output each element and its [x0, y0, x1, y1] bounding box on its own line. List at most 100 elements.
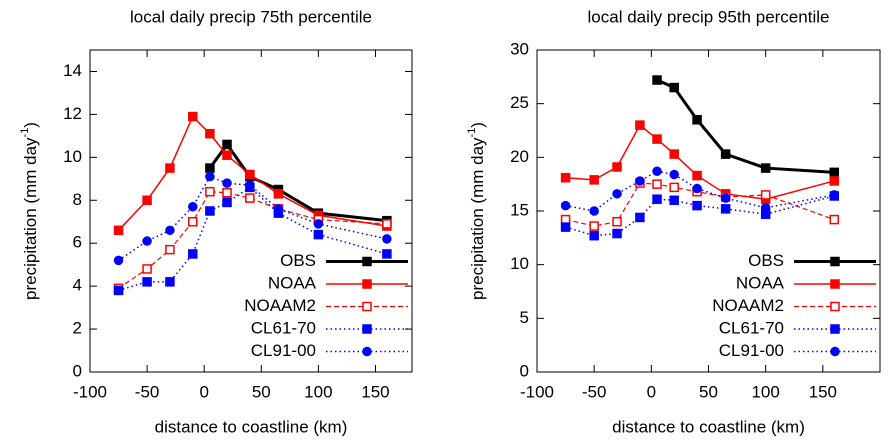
series-line [118, 115, 387, 231]
legend-label: NOAA [736, 273, 785, 292]
legend-marker [362, 279, 372, 289]
legend-marker [362, 346, 372, 357]
x-axis-label: distance to coastline (km) [612, 417, 805, 436]
data-point [635, 212, 645, 223]
data-point [222, 150, 232, 160]
series-line [565, 195, 835, 237]
y-tick-label: 12 [63, 104, 82, 123]
series-line [565, 182, 835, 227]
data-point [313, 219, 324, 229]
y-label-text: precipitation (mm day [468, 137, 487, 300]
data-point [245, 169, 255, 180]
data-point [205, 128, 215, 139]
y-label-text: precipitation (mm day [21, 137, 40, 300]
data-point [589, 230, 599, 241]
legend-label: CL61-70 [251, 318, 316, 337]
data-point [560, 222, 571, 232]
data-point [760, 190, 771, 200]
data-point [720, 204, 731, 214]
y-label-suffix: ) [21, 122, 40, 128]
data-point [205, 171, 215, 182]
y-axis-label: precipitation (mm day-1) [466, 122, 488, 300]
data-point [113, 285, 124, 296]
data-point [829, 176, 840, 186]
data-point [142, 277, 152, 287]
data-point [692, 183, 702, 194]
data-point [245, 180, 255, 190]
data-point [669, 169, 679, 180]
data-point [760, 203, 771, 213]
data-point [560, 172, 571, 183]
data-point [165, 244, 175, 255]
y-tick-label: 5 [520, 308, 529, 327]
data-point [612, 228, 622, 239]
legend-marker [830, 346, 840, 357]
data-point [113, 255, 124, 266]
data-point [560, 200, 571, 211]
y-tick-label: 15 [510, 200, 529, 219]
legend-marker [830, 301, 840, 312]
legend-label: OBS [280, 251, 316, 270]
data-point [612, 162, 622, 172]
data-point [589, 175, 599, 185]
y-tick-label: 14 [63, 61, 82, 80]
plot-frame [536, 49, 881, 373]
data-point [692, 200, 702, 211]
data-point [188, 111, 198, 122]
y-tick-label: 10 [510, 254, 529, 273]
data-point [635, 120, 645, 130]
series-line [118, 191, 387, 289]
chart-title: local daily precip 75th percentile [130, 7, 372, 26]
legend-marker [362, 256, 372, 267]
data-point [692, 170, 702, 181]
series-line [208, 141, 388, 223]
legend-marker [362, 324, 372, 334]
y-tick-label: 10 [63, 147, 82, 166]
x-tick-label: 100 [304, 382, 332, 401]
x-tick-label: 50 [252, 382, 271, 401]
data-point [720, 193, 731, 203]
y-tick-label: 0 [520, 361, 529, 380]
x-tick-label: -100 [73, 382, 107, 401]
data-point [313, 229, 324, 240]
data-point [165, 163, 175, 173]
data-point [589, 221, 599, 231]
data-point [720, 149, 731, 159]
x-tick-label: -50 [582, 382, 607, 401]
legend-label: NOAA [268, 273, 317, 292]
legend-label: CL61-70 [719, 318, 784, 337]
data-point [245, 193, 255, 203]
legend-label: CL91-00 [719, 341, 784, 360]
data-point [382, 219, 392, 229]
y-tick-label: 25 [510, 93, 529, 112]
y-tick-label: 0 [73, 361, 82, 380]
data-point [222, 197, 232, 208]
data-point [760, 163, 771, 173]
y-tick-label: 20 [510, 147, 529, 166]
data-point [205, 206, 215, 216]
x-tick-label: -50 [135, 382, 160, 401]
legend-label: CL91-00 [251, 341, 316, 360]
legend-label: NOAAM2 [712, 296, 784, 315]
x-tick-label: 100 [751, 382, 779, 401]
legend-marker [830, 256, 840, 267]
data-point [635, 176, 645, 186]
data-point [829, 190, 840, 200]
data-point [652, 134, 662, 144]
data-point [273, 204, 284, 214]
x-tick-label: 0 [647, 382, 656, 401]
data-point [113, 225, 124, 236]
data-point [273, 189, 284, 199]
data-point [829, 214, 840, 225]
plot-frame [89, 49, 413, 373]
data-point [222, 188, 232, 198]
y-label-suffix: ) [468, 122, 487, 128]
y-label-superscript: -1 [466, 128, 478, 138]
x-tick-label: 50 [699, 382, 718, 401]
series-line [656, 78, 835, 174]
chart-title: local daily precip 95th percentile [588, 7, 830, 26]
x-tick-label: -100 [520, 382, 554, 401]
y-axis-label: precipitation (mm day-1) [19, 122, 41, 300]
series-line [565, 170, 835, 212]
